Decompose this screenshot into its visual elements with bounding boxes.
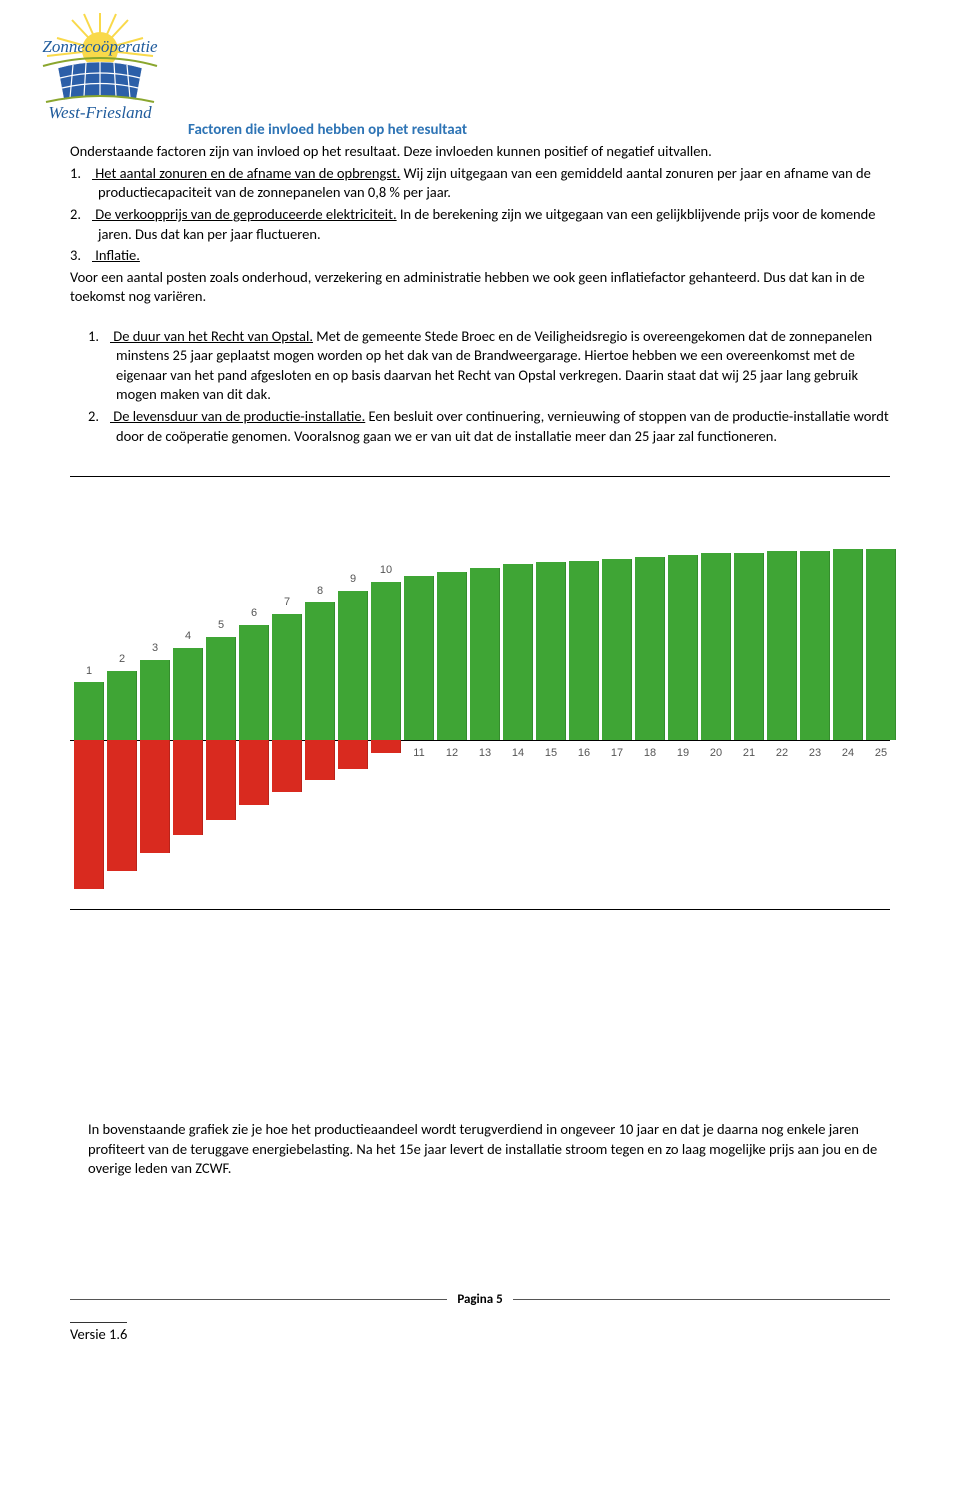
chart-bar-label: 19 bbox=[668, 746, 698, 761]
chart-bar-label: 20 bbox=[701, 746, 731, 761]
chart-bar-label: 3 bbox=[140, 641, 170, 656]
post-list-paragraph: Voor een aantal posten zoals onderhoud, … bbox=[70, 268, 890, 307]
intro-text: Onderstaande factoren zijn van invloed o… bbox=[70, 142, 890, 162]
chart-bar: 18 bbox=[635, 549, 665, 889]
chart-bar: 21 bbox=[734, 549, 764, 889]
chart-bar: 20 bbox=[701, 549, 731, 889]
chart-bar: 16 bbox=[569, 549, 599, 889]
list-item: 2. De verkoopprijs van de geproduceerde … bbox=[70, 205, 890, 244]
chart-bar: 1 bbox=[74, 549, 104, 889]
chart-bar: 13 bbox=[470, 549, 500, 889]
factors-list-2: 1. De duur van het Recht van Opstal. Met… bbox=[70, 327, 890, 446]
chart-bar-label: 5 bbox=[206, 618, 236, 633]
chart-bar-label: 18 bbox=[635, 746, 665, 761]
list-item: 1. Het aantal zonuren en de afname van d… bbox=[70, 164, 890, 203]
chart-bar-label: 7 bbox=[272, 595, 302, 610]
section-heading: Factoren die invloed hebben op het resul… bbox=[188, 120, 890, 140]
chart-bar-label: 11 bbox=[404, 746, 434, 761]
chart-bar: 15 bbox=[536, 549, 566, 889]
chart-bar: 2 bbox=[107, 549, 137, 889]
chart-bar: 23 bbox=[800, 549, 830, 889]
chart-bar-label: 22 bbox=[767, 746, 797, 761]
chart-bar-label: 13 bbox=[470, 746, 500, 761]
chart-bar-label: 2 bbox=[107, 652, 137, 667]
footer-page-number: Pagina 5 bbox=[447, 1291, 512, 1309]
footer-version: Versie 1.6 bbox=[70, 1322, 127, 1345]
chart-bar: 4 bbox=[173, 549, 203, 889]
chart-bar: 9 bbox=[338, 549, 368, 889]
chart-bar-label: 21 bbox=[734, 746, 764, 761]
chart-bar: 3 bbox=[140, 549, 170, 889]
chart-bar-label: 24 bbox=[833, 746, 863, 761]
page-footer: Pagina 5 Versie 1.6 bbox=[70, 1299, 890, 1331]
list-item: 3. Inflatie. bbox=[70, 246, 890, 266]
list-item: 2. De levensduur van de productie-instal… bbox=[88, 407, 890, 446]
list-item: 1. De duur van het Recht van Opstal. Met… bbox=[88, 327, 890, 405]
chart-bar-label: 25 bbox=[866, 746, 896, 761]
chart-bar-label: 16 bbox=[569, 746, 599, 761]
chart-bar: 14 bbox=[503, 549, 533, 889]
chart-bar: 6 bbox=[239, 549, 269, 889]
chart-bar-label: 14 bbox=[503, 746, 533, 761]
factors-list-1: 1. Het aantal zonuren en de afname van d… bbox=[70, 164, 890, 266]
logo-text-2: West-Friesland bbox=[48, 103, 152, 122]
chart-bar-label: 1 bbox=[74, 664, 104, 679]
chart-bar-label: 23 bbox=[800, 746, 830, 761]
chart-bar-label: 17 bbox=[602, 746, 632, 761]
chart-caption: In bovenstaande grafiek zie je hoe het p… bbox=[88, 1120, 890, 1179]
chart-bar: 17 bbox=[602, 549, 632, 889]
payback-bar-chart: 1234567891011121314151617181920212223242… bbox=[70, 549, 890, 889]
chart-bar-label: 15 bbox=[536, 746, 566, 761]
logo-text-1: Zonnecoöperatie bbox=[42, 37, 158, 56]
chart-bar: 25 bbox=[866, 549, 896, 889]
chart-bar: 5 bbox=[206, 549, 236, 889]
chart-bar: 7 bbox=[272, 549, 302, 889]
payback-chart-container: 1234567891011121314151617181920212223242… bbox=[70, 476, 890, 910]
chart-bar: 12 bbox=[437, 549, 467, 889]
chart-bar: 10 bbox=[371, 549, 401, 889]
chart-bar-label: 12 bbox=[437, 746, 467, 761]
chart-bar-label: 9 bbox=[338, 572, 368, 587]
chart-bar: 24 bbox=[833, 549, 863, 889]
logo: Zonnecoöperatie West-Friesland bbox=[28, 8, 173, 128]
chart-bar-label: 6 bbox=[239, 606, 269, 621]
chart-bar-label: 8 bbox=[305, 584, 335, 599]
chart-bar: 19 bbox=[668, 549, 698, 889]
chart-bar: 22 bbox=[767, 549, 797, 889]
chart-bar-label: 4 bbox=[173, 629, 203, 644]
chart-bar: 8 bbox=[305, 549, 335, 889]
chart-bar-label: 10 bbox=[371, 563, 401, 578]
chart-bar: 11 bbox=[404, 549, 434, 889]
